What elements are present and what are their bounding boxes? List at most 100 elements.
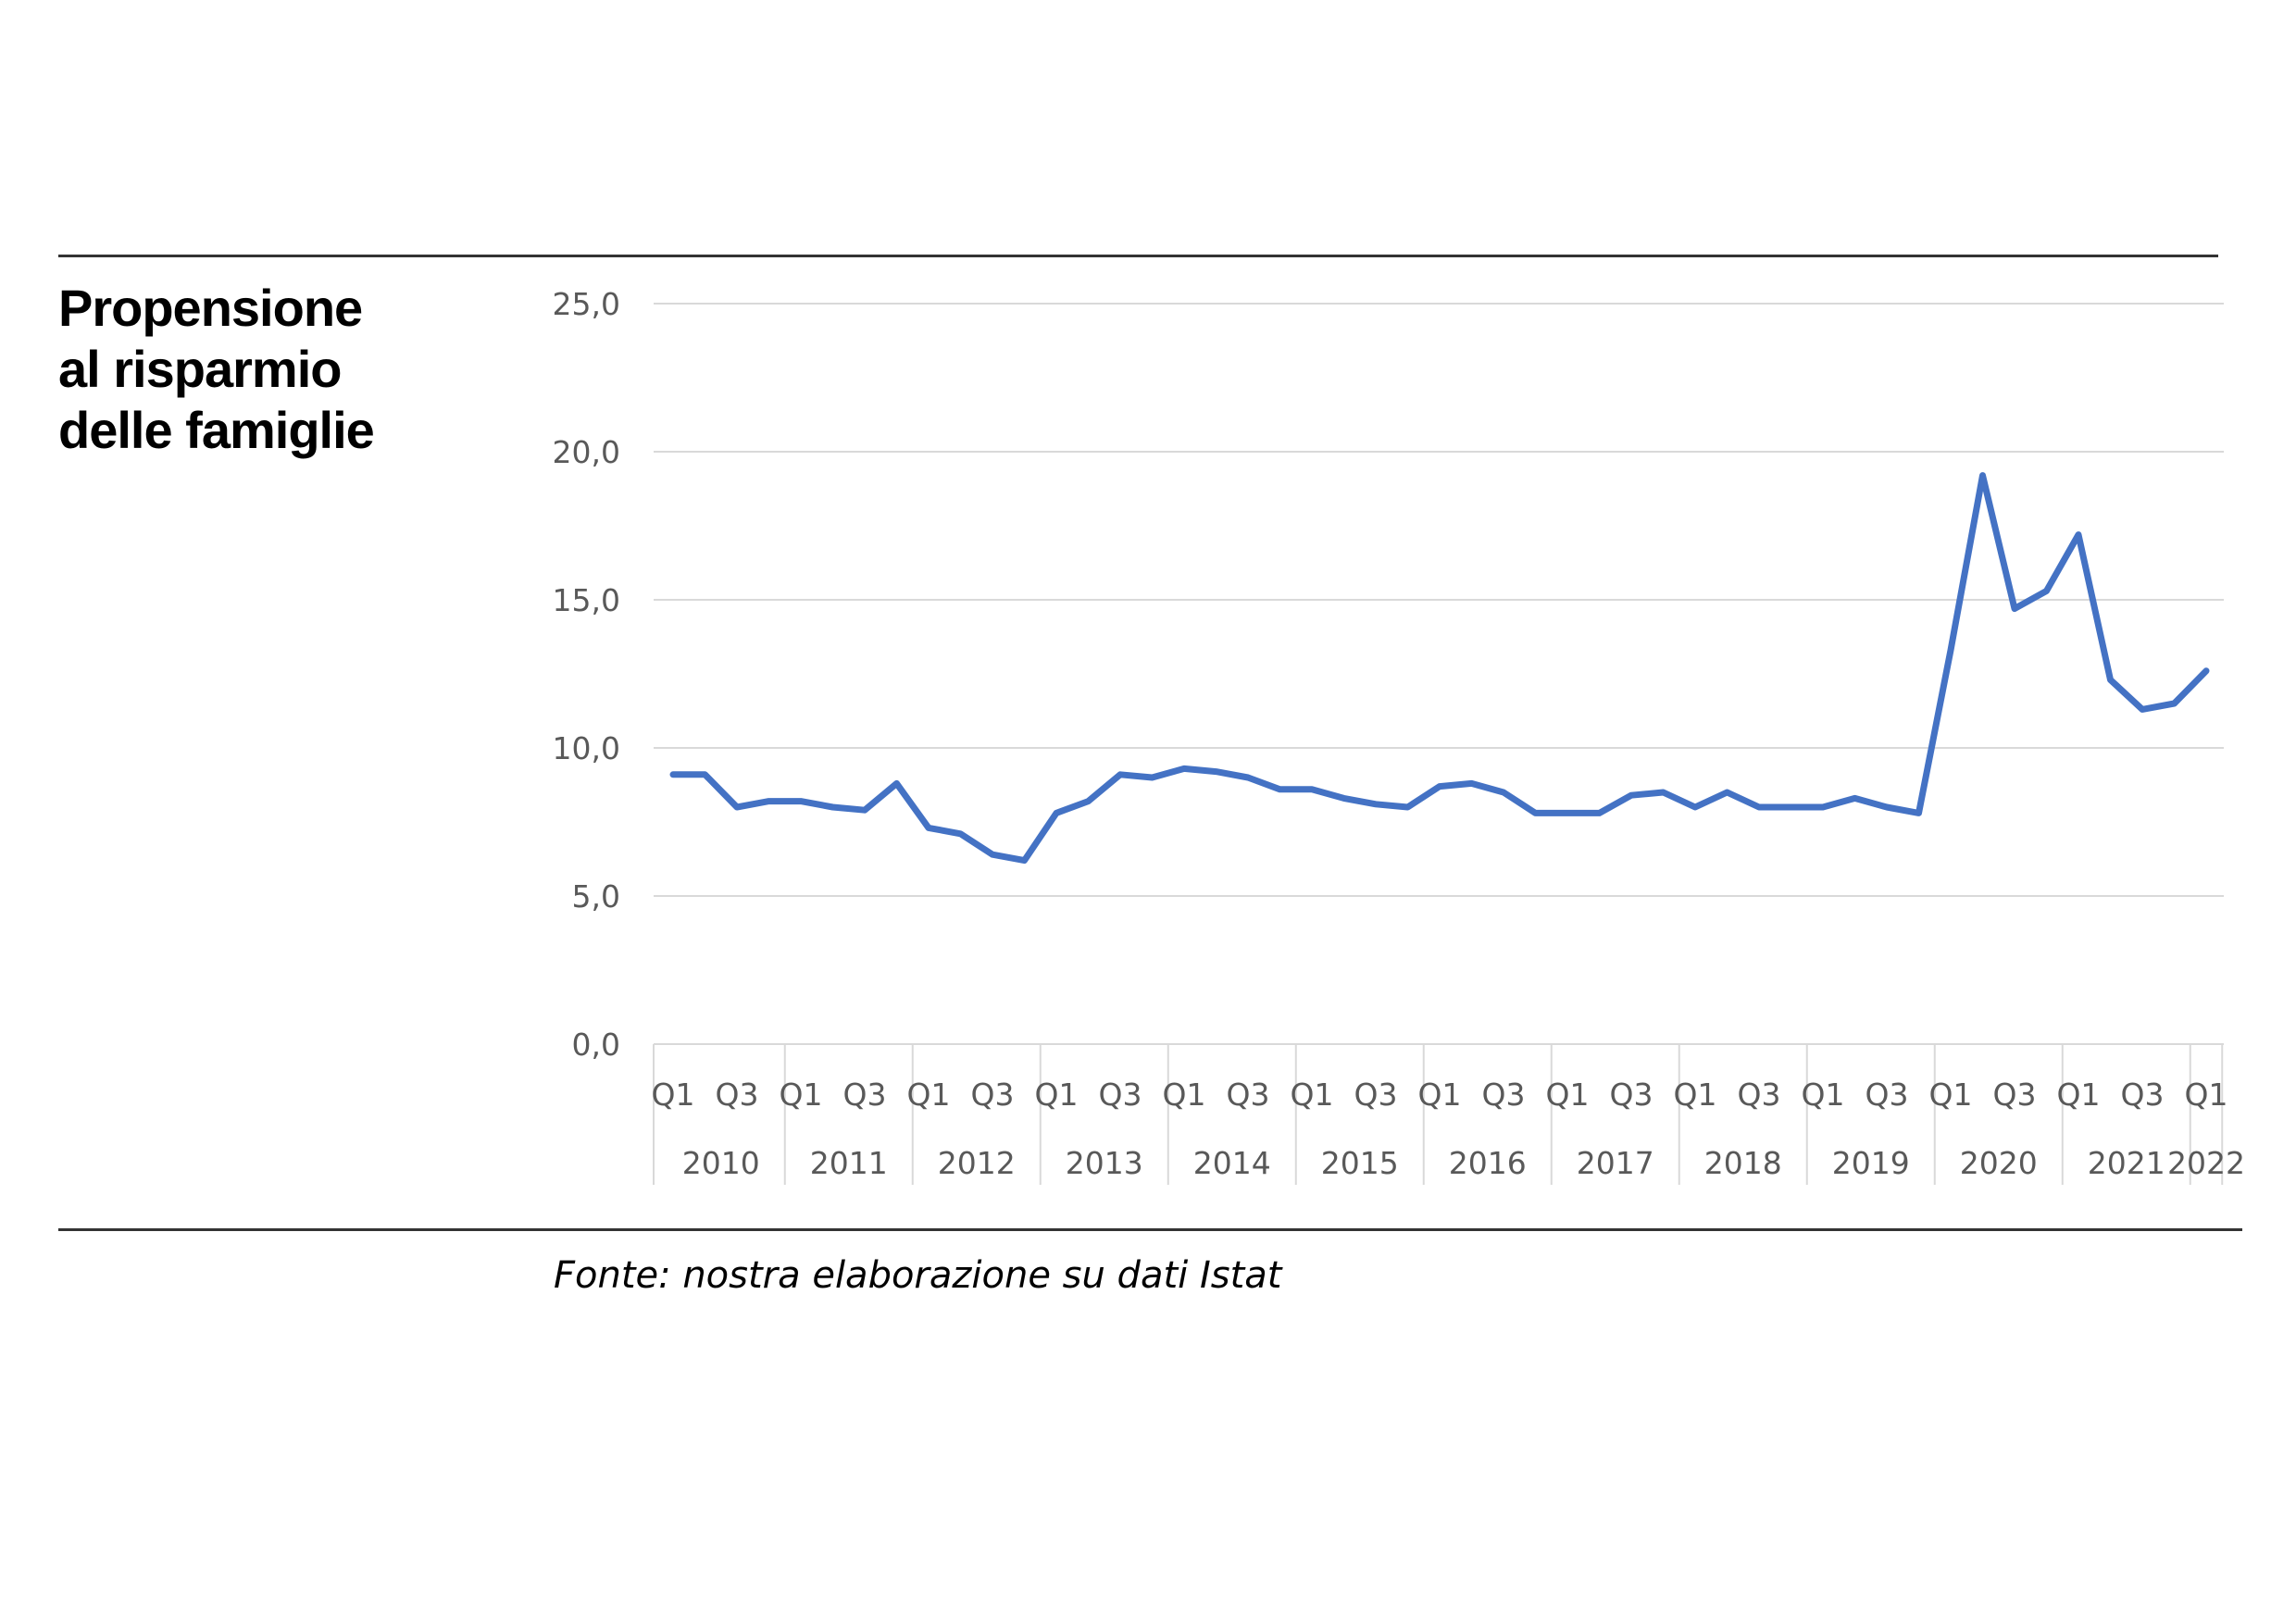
data-point	[1757, 805, 1761, 809]
x-tick-label-year: 2011	[810, 1145, 888, 1181]
x-tick-label-year: 2016	[1449, 1145, 1527, 1181]
data-point	[1981, 474, 1984, 478]
data-point	[2173, 702, 2176, 705]
data-point	[991, 853, 994, 856]
x-tick-label-quarter: Q1	[1546, 1077, 1590, 1113]
data-point	[1246, 776, 1250, 779]
data-point	[1215, 770, 1217, 774]
x-tick-label-quarter: Q1	[1035, 1077, 1079, 1113]
x-tick-label-quarter: Q1	[1418, 1077, 1462, 1113]
y-tick-label: 0,0	[572, 1027, 620, 1063]
x-tick-label-quarter: Q1	[2057, 1077, 2101, 1113]
data-point	[2109, 678, 2112, 681]
y-tick-label: 20,0	[553, 434, 620, 470]
data-point	[927, 826, 930, 829]
title-line-1: Propensione	[58, 279, 363, 337]
data-point	[1054, 811, 1058, 815]
x-tick-label-year: 2018	[1704, 1145, 1782, 1181]
x-tick-label-quarter: Q3	[1099, 1077, 1142, 1113]
data-point	[1118, 773, 1122, 777]
x-tick-label-quarter: Q3	[1227, 1077, 1270, 1113]
gridlines	[654, 303, 2224, 1045]
data-point	[863, 808, 867, 812]
x-tick-label-year: 2010	[682, 1145, 760, 1181]
data-point	[2204, 669, 2208, 673]
data-point	[2013, 607, 2016, 611]
x-tick-label-quarter: Q3	[1482, 1077, 1526, 1113]
data-point	[1534, 811, 1537, 815]
series-line	[669, 472, 2210, 865]
data-point	[1598, 811, 1601, 815]
x-tick-label-quarter: Q1	[2185, 1077, 2228, 1113]
data-point	[1023, 859, 1026, 863]
x-tick-label-quarter: Q3	[971, 1077, 1015, 1113]
data-point	[1279, 788, 1281, 791]
y-tick-label: 25,0	[553, 286, 620, 322]
data-point	[1374, 803, 1378, 806]
x-tick-label-quarter: Q1	[1291, 1077, 1334, 1113]
chart-title: Propensione al risparmio delle famiglie	[58, 278, 540, 461]
data-point	[1502, 790, 1505, 794]
x-tick-label-quarter: Q1	[907, 1077, 951, 1113]
data-point	[1087, 800, 1090, 803]
data-point	[1949, 648, 1953, 652]
x-tick-label-quarter: Q1	[1674, 1077, 1717, 1113]
x-tick-label-year: 2021	[2088, 1145, 2165, 1181]
data-point	[799, 800, 803, 803]
y-tick-label: 15,0	[553, 582, 620, 618]
data-point	[1151, 776, 1154, 779]
source-note: Fonte: nostra elaborazione su dati Istat	[554, 1254, 1282, 1297]
top-rule	[58, 255, 2218, 257]
x-tick-label-year: 2013	[1066, 1145, 1143, 1181]
x-tick-label-quarter: Q3	[2121, 1077, 2165, 1113]
data-point	[704, 773, 706, 777]
data-point	[1853, 796, 1856, 800]
data-point	[2077, 533, 2080, 537]
data-point	[767, 800, 770, 803]
x-tick-label-quarter: Q1	[1802, 1077, 1845, 1113]
x-tick-label-quarter: Q1	[1163, 1077, 1206, 1113]
data-point	[1790, 805, 1792, 809]
data-point	[1693, 805, 1697, 809]
data-point	[1470, 781, 1473, 785]
data-point	[735, 805, 739, 809]
x-tick-label-year: 2020	[1960, 1145, 2038, 1181]
data-point	[895, 781, 898, 785]
y-axis-tick-labels: 0,0 5,0 10,0 15,0 20,0 25,0	[553, 286, 620, 1063]
x-tick-label-quarter: Q1	[1929, 1077, 1973, 1113]
x-tick-label-year: 2012	[938, 1145, 1016, 1181]
x-tick-label-year: 2022	[2167, 1145, 2245, 1181]
data-point	[1726, 790, 1728, 794]
x-tick-label-quarter: Q3	[843, 1077, 887, 1113]
data-point	[1917, 811, 1920, 815]
data-point	[1406, 805, 1409, 809]
data-point	[1629, 793, 1633, 797]
data-point	[1885, 805, 1889, 809]
x-tick-label-year: 2014	[1193, 1145, 1271, 1181]
x-tick-label-quarter: Q1	[780, 1077, 823, 1113]
data-point	[2140, 707, 2144, 711]
x-tick-label-year: 2019	[1832, 1145, 1910, 1181]
data-point	[1566, 811, 1569, 815]
x-tick-label-quarter: Q3	[1610, 1077, 1653, 1113]
data-point	[1821, 805, 1825, 809]
data-point	[1310, 788, 1314, 791]
x-tick-label-quarter: Q1	[652, 1077, 695, 1113]
data-point	[2045, 589, 2048, 592]
data-point	[1438, 785, 1441, 789]
x-tick-label-quarter: Q3	[1738, 1077, 1781, 1113]
x-tick-label-quarter: Q3	[716, 1077, 759, 1113]
x-tick-label-year: 2017	[1577, 1145, 1654, 1181]
x-tick-label-quarter: Q3	[1354, 1077, 1398, 1113]
y-tick-label: 5,0	[572, 878, 620, 915]
data-point	[831, 805, 834, 809]
data-point	[959, 832, 962, 836]
y-tick-label: 10,0	[553, 730, 620, 766]
data-point	[1182, 766, 1186, 770]
x-tick-label-quarter: Q3	[1866, 1077, 1909, 1113]
x-tick-label-quarter: Q3	[1993, 1077, 2037, 1113]
data-point	[1662, 790, 1665, 794]
series-layer	[669, 472, 2210, 865]
x-axis: Q1 Q3 Q1 Q3 Q1 Q3 Q1 Q3 Q1 Q3 Q1 Q3 Q1 Q3 Q1 Q3 Q1 Q3 Q1 Q3…	[652, 1044, 2245, 1185]
